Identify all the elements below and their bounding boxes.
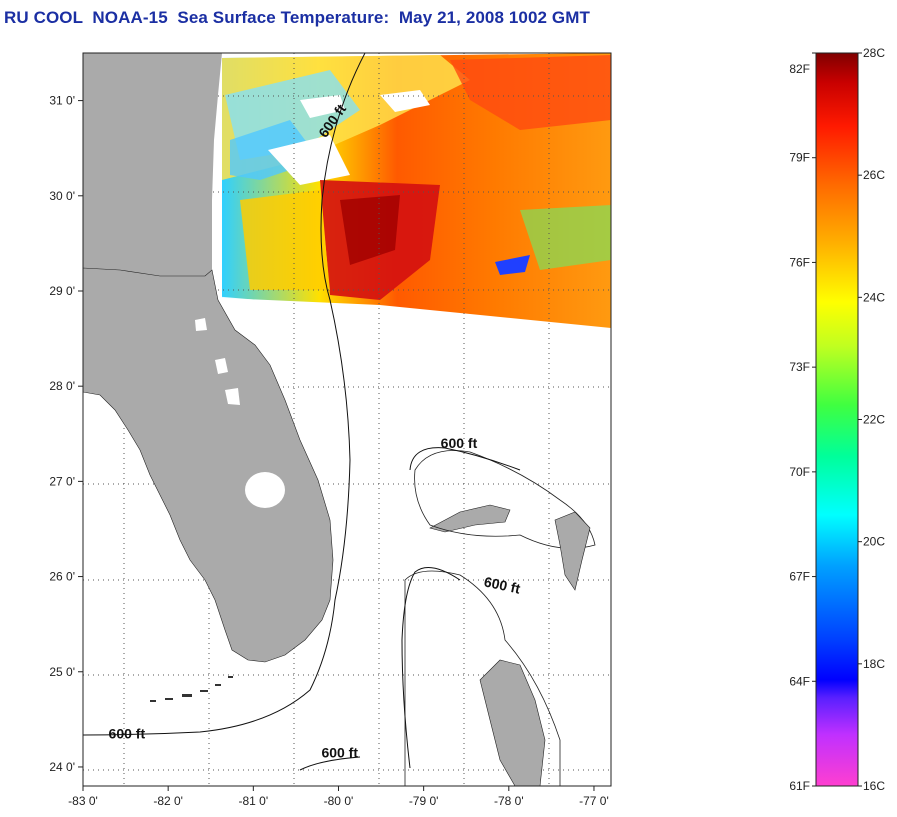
florida-keys [150,676,233,702]
lat-tick-label: 30 0' [49,189,75,203]
colorbar-c-label: 26C [863,168,885,182]
isobath-label: 600 ft [109,725,146,741]
colorbar-c-label: 16C [863,779,885,793]
lat-tick-label: 24 0' [49,760,75,774]
lat-tick-label: 26 0' [49,570,75,584]
colorbar-fahrenheit-labels: 82F 79F 76F 73F 70F 67F 64F 61F [789,52,816,793]
colorbar-f-label: 73F [789,360,810,374]
colorbar-c-label: 22C [863,413,885,427]
colorbar-c-label: 24C [863,290,885,304]
map-border [82,52,612,787]
lat-tick-label: 28 0' [49,379,75,393]
lat-tick-label: 27 0' [49,474,75,488]
isobath-label: 600 ft [483,573,522,596]
latitude-axis: 31 0' 30 0' 29 0' 28 0' 27 0' 26 0' 25 0' 24 0' [49,94,83,774]
lat-tick-label: 29 0' [49,284,75,298]
lon-tick-label: -83 0' [68,794,98,808]
colorbar-c-label: 28C [863,46,885,60]
map-title: RU COOL NOAA-15 Sea Surface Temperature:… [4,8,590,27]
andros-island [479,659,546,786]
colorbar-ramp [815,52,859,787]
map-content [83,53,611,786]
abaco-island [554,511,591,591]
colorbar-f-label: 61F [789,779,810,793]
lon-tick-label: -81 0' [238,794,268,808]
lat-tick-label: 25 0' [49,665,75,679]
colorbar-f-label: 67F [789,570,810,584]
florida-land [83,267,334,663]
lon-tick-label: -79 0' [409,794,439,808]
great-bahama-bank [404,570,561,786]
lon-tick-label: -77 0' [579,794,609,808]
sst-swath [212,53,611,360]
colorbar-f-label: 82F [789,62,810,76]
colorbar-f-label: 79F [789,151,810,165]
lon-tick-label: -82 0' [153,794,183,808]
colorbar-f-label: 76F [789,255,810,269]
colorbar-c-label: 18C [863,657,885,671]
little-bahama-bank [414,450,596,549]
colorbar-f-label: 70F [789,465,810,479]
longitude-axis: -83 0' -82 0' -81 0' -80 0' -79 0' -78 0' -77 … [68,786,609,808]
lat-tick-label: 31 0' [49,94,75,108]
lon-tick-label: -78 0' [494,794,524,808]
inland-lakes [215,358,228,374]
colorbar-celsius-labels: 28C 26C 24C 22C 20C 18C 16C [858,46,885,793]
colorbar: 82F 79F 76F 73F 70F 67F 64F 61F 28C 26C 24C 22C 20C… [789,46,885,793]
isobath-label: 600 ft [321,744,358,760]
georgia-land [83,53,222,276]
lon-tick-label: -80 0' [324,794,354,808]
isobath-600ft [83,53,366,736]
isobath-label: 600 ft [441,435,478,451]
colorbar-c-label: 20C [863,535,885,549]
colorbar-f-label: 64F [789,674,810,688]
lake-okeechobee [245,472,285,508]
